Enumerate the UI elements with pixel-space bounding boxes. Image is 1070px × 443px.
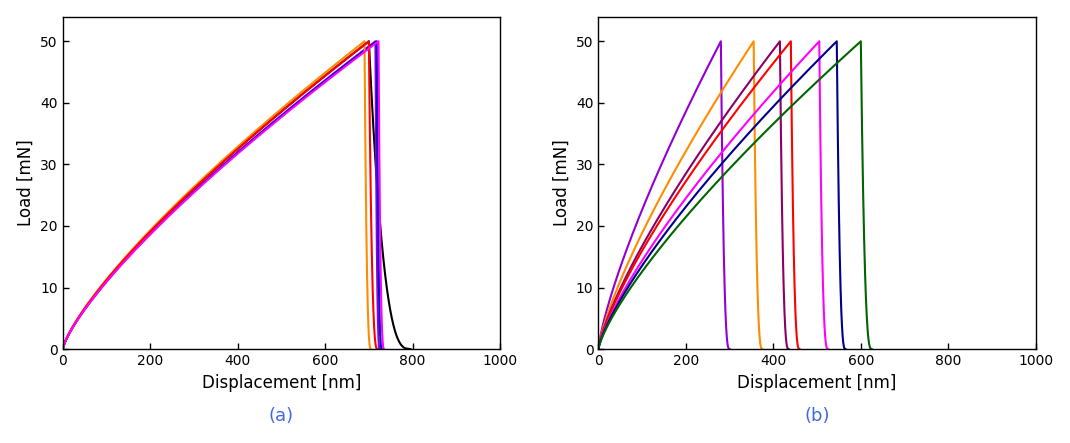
X-axis label: Displacement [nm]: Displacement [nm] — [737, 373, 897, 392]
Y-axis label: Load [mN]: Load [mN] — [552, 140, 570, 226]
Y-axis label: Load [mN]: Load [mN] — [17, 140, 34, 226]
X-axis label: Displacement [nm]: Displacement [nm] — [202, 373, 361, 392]
Text: (b): (b) — [805, 407, 830, 424]
Text: (a): (a) — [269, 407, 294, 424]
